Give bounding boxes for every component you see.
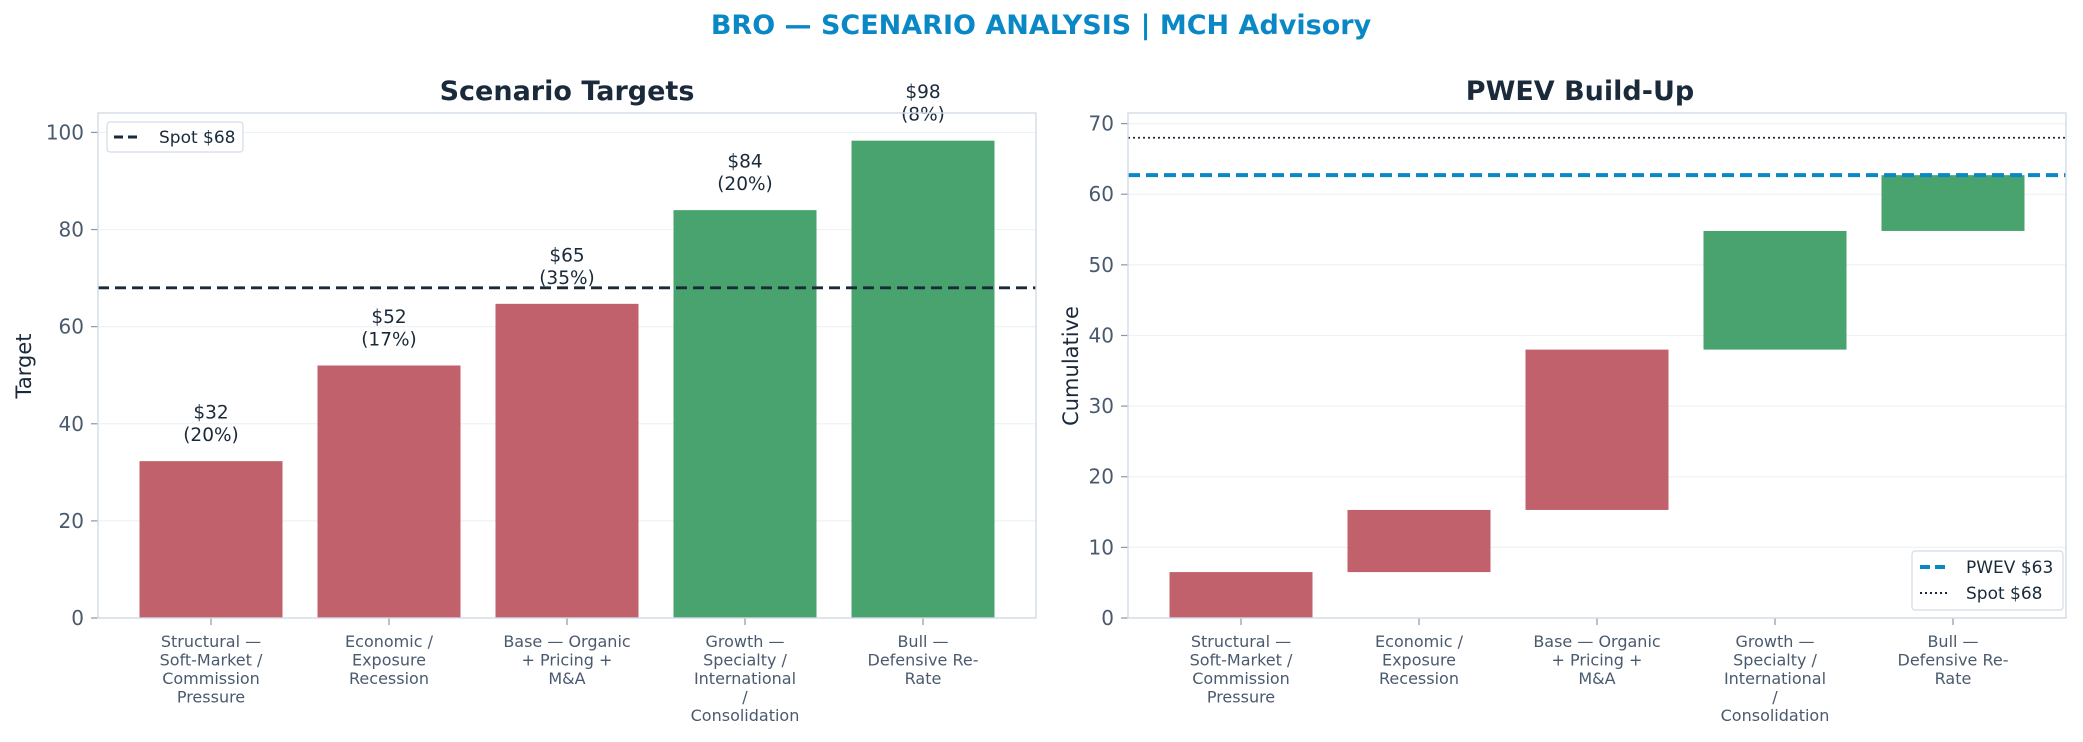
data-label-1-2: (20%) — [183, 425, 239, 446]
scenario-targets-title: Scenario Targets — [440, 76, 695, 107]
x-tick-label-3-line-2: + Pricing + — [522, 651, 613, 670]
bar-4 — [673, 210, 817, 618]
bar-3 — [495, 303, 639, 618]
x-tick-label-4-line-5: Consolidation — [1721, 706, 1830, 725]
y-tick-label-0: 0 — [1101, 606, 1114, 630]
x-tick-label-5-line-1: Bull — — [897, 632, 948, 651]
y-tick-label-0: 0 — [71, 606, 84, 630]
scenario-targets-panel: Scenario Targets Target $32(20%)$52(17%)… — [12, 76, 1037, 725]
y-axis: 0 10 20 30 40 50 60 70 — [1089, 112, 1128, 630]
y-axis: 0 20 40 60 80 100 — [46, 120, 98, 630]
data-label-1-1: $32 — [193, 403, 228, 424]
x-tick-label-3-line-1: Base — Organic — [1533, 632, 1660, 651]
x-tick-label-2-line-1: Economic / — [1375, 632, 1464, 651]
data-label-2-2: (17%) — [361, 330, 417, 351]
x-tick-label-1-line-3: Commission — [162, 669, 260, 688]
plot-frame — [1127, 112, 2067, 619]
x-tick-label-2-line-2: Exposure — [352, 651, 426, 670]
x-tick-label-2-line-3: Recession — [1379, 669, 1459, 688]
pwev-buildup-ylabel: Cumulative — [1059, 306, 1083, 426]
bar-5 — [1881, 175, 2025, 231]
data-label-3-1: $65 — [549, 245, 584, 266]
y-tick-label-80: 80 — [59, 218, 84, 242]
reference-lines — [1128, 136, 2066, 178]
data-label-4-1: $84 — [727, 152, 762, 173]
x-tick-label-1-line-3: Commission — [1192, 669, 1290, 688]
x-tick-label-4-line-1: Growth — — [1736, 632, 1815, 651]
data-label-4-2: (20%) — [717, 174, 773, 195]
legend: PWEV $63 Spot $68 — [1911, 550, 2064, 611]
x-tick-label-4-line-4: / — [742, 688, 748, 707]
y-tick-label-40: 40 — [1089, 323, 1114, 347]
x-tick-label-4-line-4: / — [1772, 688, 1778, 707]
x-tick-label-4-line-5: Consolidation — [691, 706, 800, 725]
bar-3 — [1525, 349, 1669, 510]
bar-1 — [1169, 572, 1313, 618]
pwev-buildup-title: PWEV Build-Up — [1466, 76, 1694, 107]
bars — [139, 140, 995, 618]
figure-title: BRO — SCENARIO ANALYSIS | MCH Advisory — [711, 10, 1372, 41]
data-labels: $32(20%)$52(17%)$65(35%)$84(20%)$98(8%) — [183, 82, 945, 446]
x-tick-label-3-line-1: Base — Organic — [503, 632, 630, 651]
x-tick-label-5-line-2: Defensive Re- — [868, 651, 979, 670]
x-tick-label-3-line-3: M&A — [548, 669, 585, 688]
data-label-3-2: (35%) — [539, 268, 595, 289]
bar-2 — [317, 365, 461, 618]
x-tick-label-4-line-3: International — [694, 669, 796, 688]
x-tick-label-3-line-2: + Pricing + — [1552, 651, 1643, 670]
x-tick-label-5-line-2: Defensive Re- — [1898, 651, 2009, 670]
bar-5 — [851, 140, 995, 618]
x-tick-label-1-line-4: Pressure — [1207, 688, 1275, 707]
legend: Spot $68 — [106, 121, 244, 153]
legend-box — [1911, 550, 2064, 611]
data-label-5-1: $98 — [905, 82, 940, 103]
bar-4 — [1703, 230, 1847, 350]
plot-frame — [97, 112, 1037, 619]
x-tick-label-4-line-2: Specialty / — [703, 651, 787, 670]
y-tick-label-40: 40 — [59, 412, 84, 436]
x-tick-label-4-line-3: International — [1724, 669, 1826, 688]
bars — [1169, 175, 2025, 618]
x-tick-label-1-line-2: Soft-Market / — [160, 651, 263, 670]
x-tick-label-4-line-2: Specialty / — [1733, 651, 1817, 670]
data-label-2-1: $52 — [371, 307, 406, 328]
legend-spot-label: Spot $68 — [159, 128, 236, 148]
x-tick-label-2-line-2: Exposure — [1382, 651, 1456, 670]
y-tick-label-100: 100 — [46, 120, 84, 144]
scenario-targets-ylabel: Target — [12, 334, 36, 400]
y-tick-label-20: 20 — [59, 509, 84, 533]
bar-2 — [1347, 509, 1491, 573]
y-tick-label-30: 30 — [1089, 394, 1114, 418]
x-tick-label-5-line-3: Rate — [905, 669, 942, 688]
data-label-5-2: (8%) — [901, 105, 945, 126]
x-tick-label-4-line-1: Growth — — [706, 632, 785, 651]
x-tick-label-1-line-1: Structural — — [161, 632, 261, 651]
x-tick-label-1-line-2: Soft-Market / — [1190, 651, 1293, 670]
legend-pwev-label: PWEV $63 — [1966, 558, 2053, 578]
y-tick-label-60: 60 — [1089, 182, 1114, 206]
x-tick-label-5-line-1: Bull — — [1927, 632, 1978, 651]
x-tick-label-2-line-3: Recession — [349, 669, 429, 688]
y-tick-label-70: 70 — [1089, 112, 1114, 136]
y-tick-label-10: 10 — [1089, 535, 1114, 559]
x-tick-label-5-line-3: Rate — [1935, 669, 1972, 688]
y-tick-label-60: 60 — [59, 315, 84, 339]
x-tick-label-3-line-3: M&A — [1578, 669, 1615, 688]
pwev-buildup-panel: PWEV Build-Up Cumulative 0 10 20 30 40 50 60 70… — [1059, 76, 2067, 725]
x-axis: Structural —Soft-Market /CommissionPress… — [160, 618, 979, 725]
bar-1 — [139, 461, 283, 618]
x-tick-label-2-line-1: Economic / — [345, 632, 434, 651]
x-tick-label-1-line-4: Pressure — [177, 688, 245, 707]
y-tick-label-20: 20 — [1089, 465, 1114, 489]
legend-box — [106, 121, 244, 153]
x-tick-label-1-line-1: Structural — — [1191, 632, 1291, 651]
legend-spot-label: Spot $68 — [1966, 584, 2043, 604]
y-tick-label-50: 50 — [1089, 253, 1114, 277]
x-axis: Structural —Soft-Market /CommissionPress… — [1190, 618, 2009, 725]
